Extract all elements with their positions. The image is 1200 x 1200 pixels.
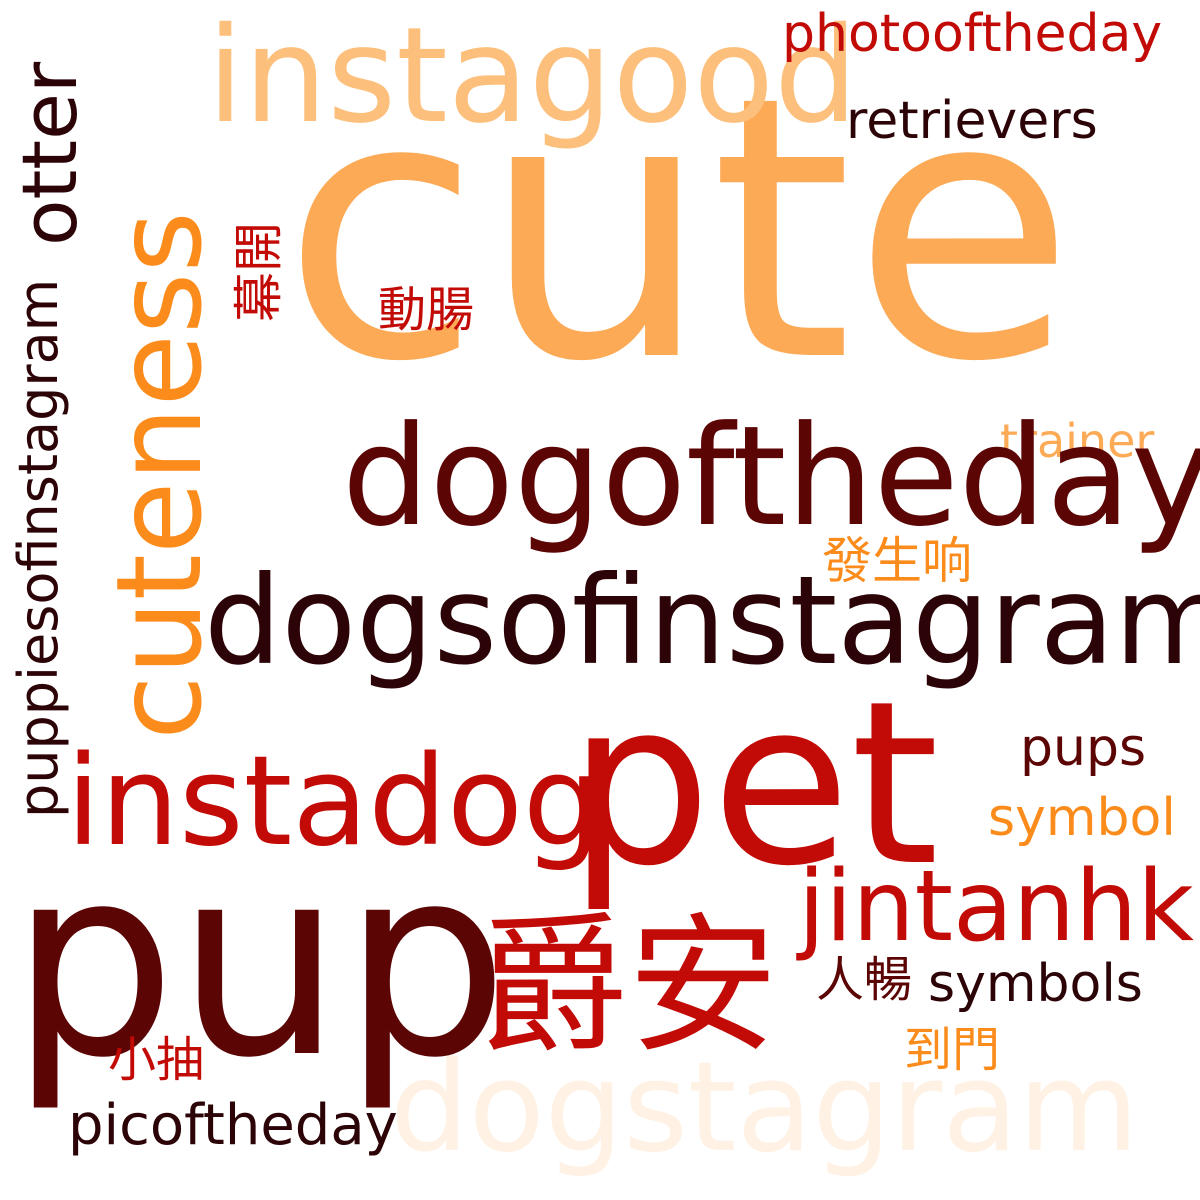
word-cute: cute [282, 20, 1076, 441]
word-pet: pet [568, 653, 940, 916]
word-dogsofinstagram: dogsofinstagram [204, 550, 1200, 692]
word-siu-chau: 小抽 [108, 1032, 205, 1088]
word-picoftheday: picoftheday [68, 1093, 398, 1158]
word-pup: pup [10, 810, 509, 1115]
word-dogstagram: dogstagram [390, 1036, 1139, 1180]
word-instadog: instadog [66, 730, 602, 874]
word-instagood: instagood [207, 0, 858, 153]
word-fat-sang-heung: 發生响 [822, 532, 972, 590]
word-dou-mun: 到門 [904, 1022, 1001, 1078]
word-symbols: symbols [928, 954, 1143, 1014]
word-retrievers: retrievers [846, 91, 1098, 151]
word-photooftheday: photooftheday [782, 4, 1163, 64]
word-jintanhk: jintanhk [798, 850, 1195, 964]
word-symbol: symbol [988, 788, 1176, 848]
word-yan-cheung: 人暢 [816, 952, 913, 1008]
word-pups: pups [1020, 718, 1147, 778]
word-cuteness: cuteness [90, 211, 228, 740]
word-dogoftheday: dogoftheday [342, 396, 1200, 557]
word-jeuk-on: 爵安 [478, 900, 779, 1074]
word-otter: otter [5, 61, 94, 246]
word-trainer: trainer [1000, 414, 1155, 468]
word-dong-cheung: 動腸 [378, 282, 475, 338]
word-mu-kai: 幕開 [230, 222, 288, 322]
word-puppiesofinstagram: puppiesofinstagram [7, 278, 70, 818]
